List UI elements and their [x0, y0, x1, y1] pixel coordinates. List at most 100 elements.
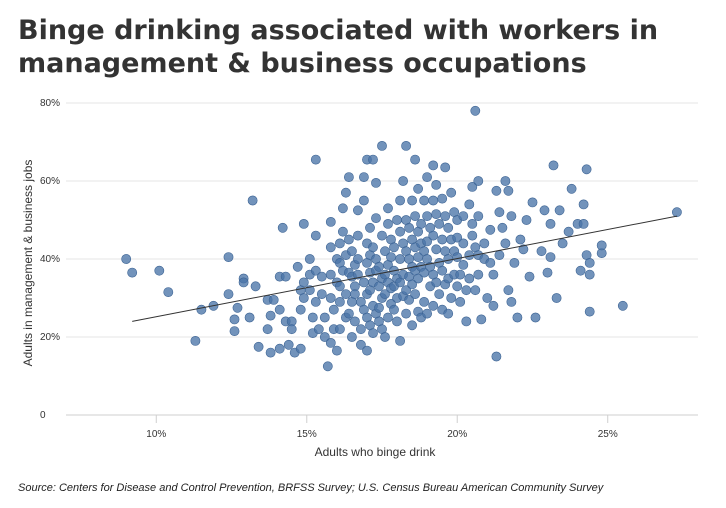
data-point [325, 269, 336, 280]
data-point [407, 279, 417, 290]
data-point [383, 203, 393, 214]
data-point [295, 343, 306, 354]
data-point [437, 265, 448, 276]
data-point [295, 304, 306, 315]
data-point [491, 185, 502, 196]
data-point [380, 289, 390, 299]
data-point [494, 250, 505, 260]
data-point [672, 207, 682, 218]
data-point [539, 205, 550, 216]
data-point [515, 234, 526, 245]
data-point [298, 293, 309, 303]
data-point [455, 296, 466, 307]
data-point [343, 308, 354, 319]
grid-lines [66, 102, 698, 416]
data-point [578, 218, 589, 229]
data-point [377, 230, 387, 241]
data-point [506, 296, 517, 307]
data-point [319, 312, 330, 323]
data-point [431, 209, 442, 219]
data-point [337, 203, 348, 214]
data-point [389, 242, 399, 253]
data-point [428, 160, 439, 171]
data-point [452, 252, 463, 262]
data-point [340, 289, 351, 299]
data-point [413, 183, 423, 194]
data-point [374, 261, 384, 272]
data-point [265, 310, 276, 321]
data-point [229, 326, 240, 336]
data-point [422, 308, 432, 319]
data-point [581, 164, 592, 175]
data-point [355, 339, 366, 350]
data-point [328, 304, 339, 315]
data-point [413, 273, 423, 284]
data-point [247, 195, 258, 206]
data-point [494, 207, 505, 218]
data-point [464, 250, 475, 260]
data-point [223, 289, 234, 299]
data-point [283, 339, 294, 350]
data-point [337, 226, 348, 237]
source-note: Source: Centers for Disease and Control … [18, 482, 604, 494]
data-point [458, 211, 469, 221]
data-point [304, 254, 315, 264]
data-point [488, 269, 499, 280]
data-point [401, 140, 411, 151]
data-point [467, 230, 478, 241]
data-point [343, 172, 354, 182]
data-point [527, 197, 538, 208]
data-point [443, 222, 454, 233]
data-point [446, 187, 457, 198]
data-point [238, 277, 249, 288]
data-point [349, 289, 360, 299]
data-point [530, 312, 541, 323]
data-point [325, 242, 336, 253]
data-point [467, 181, 478, 192]
data-point [521, 215, 532, 225]
data-point [280, 271, 291, 282]
data-point [473, 211, 484, 221]
data-point [377, 140, 387, 151]
data-point [334, 324, 345, 335]
data-point [223, 252, 234, 262]
data-point [467, 218, 478, 229]
data-point [383, 312, 393, 323]
data-point [319, 332, 330, 342]
data-point [428, 195, 439, 206]
data-point [422, 172, 432, 182]
x-tick-label: 15% [297, 429, 317, 440]
data-point [334, 281, 345, 292]
x-tick-label: 20% [447, 429, 467, 440]
data-point [154, 265, 165, 276]
data-point [398, 176, 408, 186]
data-point [365, 222, 375, 233]
data-point [374, 302, 384, 313]
data-point [380, 332, 390, 342]
data-point [265, 347, 276, 358]
data-point [298, 277, 309, 288]
data-point [410, 289, 420, 299]
data-point [286, 324, 297, 335]
data-point [419, 195, 429, 206]
data-point [310, 265, 321, 276]
data-point [389, 304, 399, 315]
data-point [310, 230, 321, 241]
data-point [473, 269, 484, 280]
data-point [362, 345, 372, 356]
data-point [358, 195, 369, 206]
data-point [464, 199, 475, 210]
data-point [368, 242, 378, 253]
data-point [488, 300, 499, 311]
data-point [352, 205, 363, 216]
data-point [380, 246, 390, 257]
data-point [548, 160, 559, 171]
data-point [446, 293, 457, 303]
data-point [358, 172, 369, 182]
data-point [416, 218, 426, 229]
data-point [542, 267, 553, 278]
data-point [292, 261, 303, 272]
data-point [557, 238, 568, 249]
data-point [479, 238, 490, 249]
